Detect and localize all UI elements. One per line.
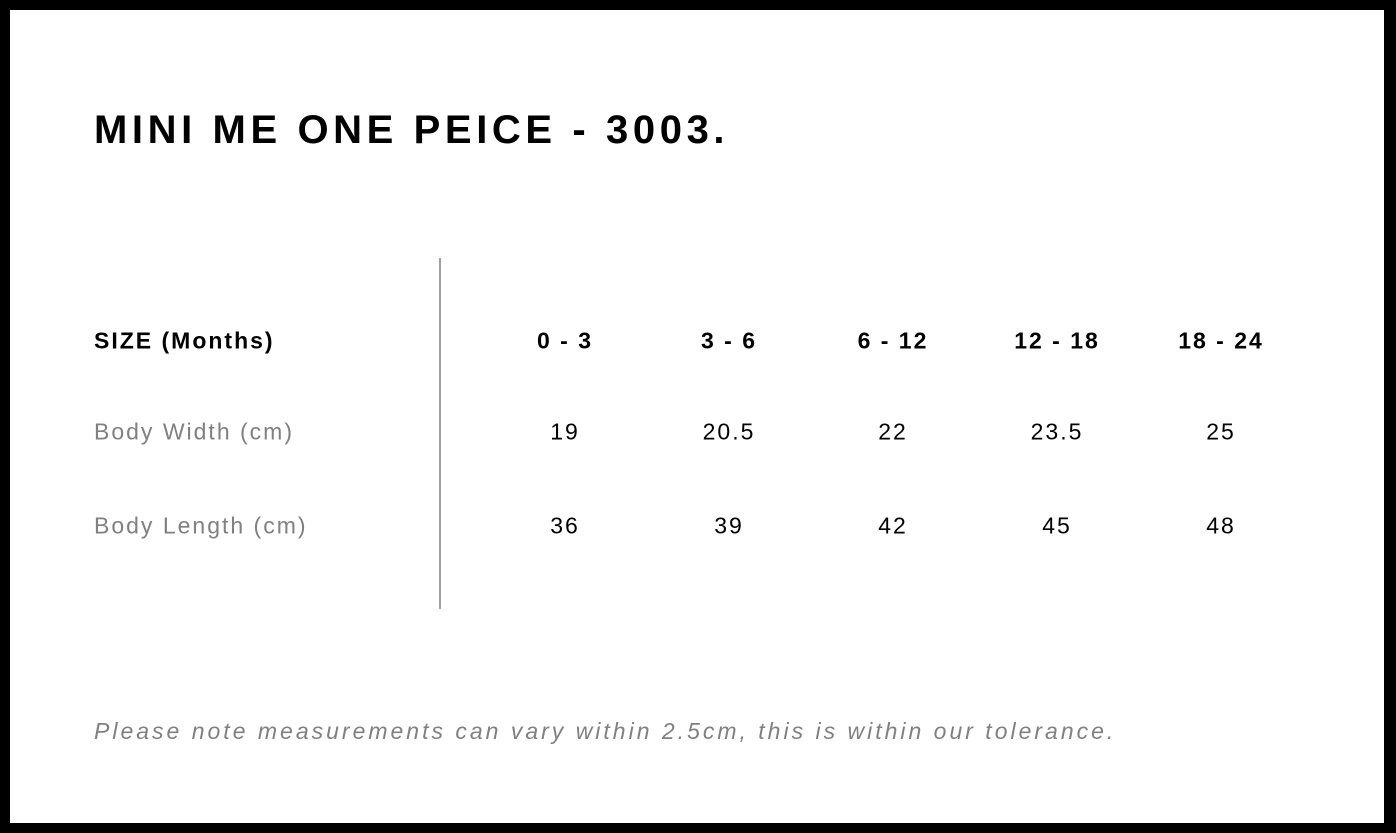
table-divider (439, 258, 441, 609)
table-cell: 39 (714, 512, 744, 539)
size-header: 0 - 3 (536, 327, 594, 354)
table-cell: 36 (550, 512, 580, 539)
row-label-body-length: Body Length (cm) (94, 512, 308, 539)
table-cell: 19 (550, 418, 580, 445)
table-cell: 45 (1042, 512, 1072, 539)
size-chart-card: MINI ME ONE PEICE - 3003. SIZE (Months) … (10, 10, 1384, 823)
page-title: MINI ME ONE PEICE - 3003. (94, 108, 730, 152)
table-cell: 22 (878, 418, 908, 445)
size-header: 6 - 12 (857, 327, 929, 354)
size-header-label: SIZE (Months) (94, 327, 275, 354)
size-header: 12 - 18 (1014, 327, 1100, 354)
size-header: 3 - 6 (700, 327, 758, 354)
tolerance-note: Please note measurements can vary within… (94, 718, 1117, 744)
size-header: 18 - 24 (1178, 327, 1264, 354)
table-cell: 25 (1206, 418, 1236, 445)
table-cell: 48 (1206, 512, 1236, 539)
table-cell: 20.5 (702, 418, 756, 445)
table-cell: 42 (878, 512, 908, 539)
row-label-body-width: Body Width (cm) (94, 418, 294, 445)
table-cell: 23.5 (1030, 418, 1084, 445)
